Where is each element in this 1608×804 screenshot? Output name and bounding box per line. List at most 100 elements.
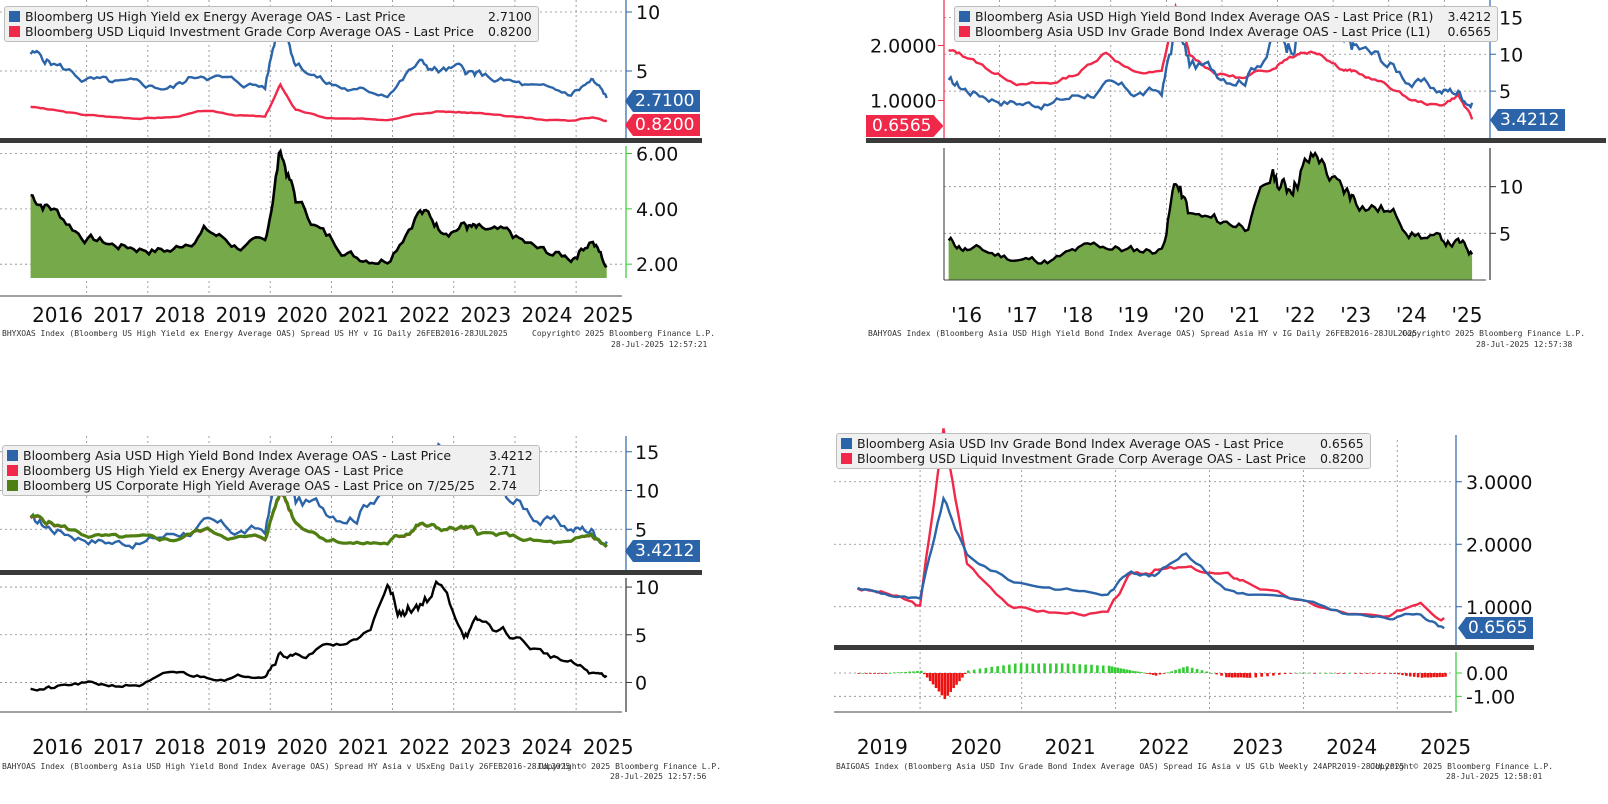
footer-right-2: Copyright© 2025 Bloomberg Finance L.P. [1402, 329, 1586, 338]
spread-bar [1119, 668, 1123, 673]
spread-bar [1031, 663, 1035, 673]
legend-last-value: 0.8200 [487, 24, 532, 39]
spread-bar [888, 672, 892, 674]
last-price-tag: 0.8200 [625, 114, 701, 136]
legend-series-name: Bloomberg US Corporate High Yield Averag… [23, 478, 476, 493]
y-tick-label: 0.00 [1466, 663, 1508, 685]
spread-bar [1371, 673, 1375, 674]
spread-bar [1143, 672, 1146, 674]
legend-swatch [7, 450, 18, 461]
x-tick-label: '17 [1007, 303, 1038, 327]
spread-bar [1182, 667, 1185, 673]
spread-bar [1110, 666, 1114, 673]
x-tick-label: '18 [1062, 303, 1093, 327]
spread-bar [1162, 673, 1166, 674]
legend-2: Bloomberg Asia USD High Yield Bond Index… [954, 6, 1499, 42]
spread-bar [1438, 673, 1441, 678]
y-tick-label: 4.00 [636, 199, 678, 221]
spread-bar [1148, 673, 1152, 675]
x-tick-label: 2021 [1045, 735, 1096, 759]
spread-bar [1426, 673, 1430, 678]
spread-bar [1013, 663, 1017, 673]
footer-left-1: BHYXOAS Index (Bloomberg US High Yield e… [2, 329, 508, 338]
spread-line [947, 150, 1474, 265]
x-tick-label: 2024 [522, 303, 573, 327]
spread-bar [900, 672, 904, 673]
spread-bar [1236, 673, 1240, 678]
y-tick-label: 5 [635, 625, 647, 647]
spread-bar [1405, 673, 1408, 676]
legend-last-value: 3.4212 [489, 448, 533, 463]
spread-bar [1043, 663, 1046, 673]
x-tick-label: 2023 [1232, 735, 1283, 759]
legend-1-entry-1: Bloomberg US High Yield ex Energy Averag… [9, 9, 532, 24]
y-tick-label: 5 [636, 61, 648, 83]
spread-bar [946, 673, 950, 696]
spread-bar [904, 671, 908, 673]
x-tick-label: 2019 [216, 735, 267, 759]
legend-swatch [7, 480, 18, 491]
x-tick-label: 2022 [399, 735, 450, 759]
x-tick-label: 2020 [951, 735, 1002, 759]
spread-bar [1389, 673, 1393, 674]
spread-bar [1215, 673, 1218, 675]
spread-bar [1025, 663, 1029, 673]
pane-separator [834, 645, 1534, 650]
y-tick-label: 10 [635, 577, 659, 599]
spread-bar [1313, 673, 1316, 674]
legend-3-entry-1: Bloomberg Asia USD High Yield Bond Index… [7, 448, 533, 463]
y-tick-label: 10 [1499, 177, 1523, 199]
spread-bar [972, 669, 976, 673]
x-tick-label: 2023 [460, 735, 511, 759]
y-tick-label: 10 [1499, 44, 1523, 66]
spread-bar [978, 668, 982, 673]
spread-bar [1107, 665, 1111, 673]
spread-bar [896, 672, 900, 674]
spread-line [30, 147, 608, 269]
legend-4: Bloomberg Asia USD Inv Grade Bond Index … [836, 433, 1371, 469]
spread-bar [958, 673, 961, 682]
spread-bar [877, 673, 880, 674]
legend-swatch [9, 11, 20, 22]
spread-bar [1441, 673, 1444, 678]
x-tick-label: 2017 [93, 303, 144, 327]
series-line-ig [30, 82, 608, 123]
footer-right-3: Copyright© 2025 Bloomberg Finance L.P. [538, 762, 722, 771]
x-tick-label: 2020 [277, 303, 328, 327]
x-tick-label: '16 [951, 303, 982, 327]
chart-svg-3: 15 10 5 10 5 0 2016 2017 2018 2019 2020 2021 2022 202… [0, 436, 702, 759]
x-tick-label: 2025 [583, 303, 634, 327]
y-tick-label: 2.0000 [1466, 534, 1532, 556]
legend-series-name: Bloomberg US High Yield ex Energy Averag… [23, 463, 404, 478]
spread-bar [922, 673, 926, 675]
spread-bar [1131, 670, 1134, 673]
footer-left-2: BAHYOAS Index (Bloomberg Asia USD High Y… [868, 329, 1418, 338]
legend-last-value: 0.8200 [1319, 451, 1364, 466]
spread-bar [880, 673, 884, 674]
spread-bar [1220, 673, 1223, 676]
x-tick-label: '22 [1285, 303, 1316, 327]
y-tick-label: 10 [636, 2, 660, 24]
spread-bar [1231, 673, 1234, 678]
spread-bar [1239, 673, 1243, 678]
spread-bar [952, 673, 955, 689]
spread-bar [1090, 664, 1093, 673]
spread-bar [1170, 671, 1173, 673]
legend-swatch [841, 438, 852, 449]
y-tick-label: 1.0000 [870, 91, 936, 113]
spread-bar [990, 666, 994, 673]
legend-1: Bloomberg US High Yield ex Energy Averag… [4, 6, 539, 42]
spread-bar [966, 670, 970, 673]
legend-1-entry-2: Bloomberg USD Liquid Investment Grade Co… [9, 24, 532, 39]
spread-bar [1225, 673, 1228, 678]
x-tick-label: 2024 [522, 735, 573, 759]
spread-bar [925, 673, 929, 678]
spread-bar [1289, 673, 1293, 674]
last-price-tag: 0.6565 [1458, 617, 1534, 639]
chart-svg-4: 3.0000 2.0000 1.0000 0.00-1.00 2019 2020 2021 2… [834, 428, 1534, 759]
legend-4-entry-1: Bloomberg Asia USD Inv Grade Bond Index … [841, 436, 1364, 451]
y-tick-label: 5 [1499, 223, 1511, 245]
series-line-us-corp-hy [29, 487, 608, 548]
spread-bar [1248, 673, 1252, 678]
spread-bar [1137, 671, 1140, 673]
